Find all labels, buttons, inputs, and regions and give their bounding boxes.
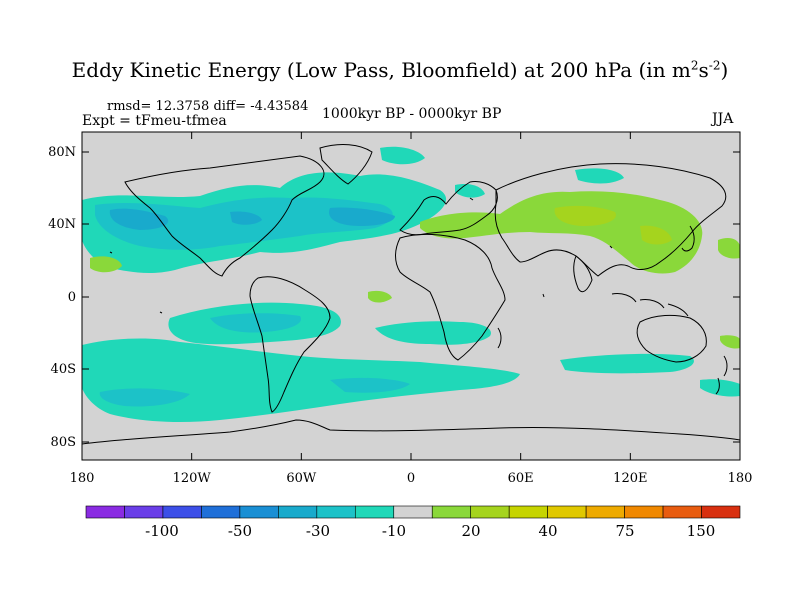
coast-antarctica [82, 419, 740, 445]
field-south-small-green [720, 335, 740, 349]
coast-asia [494, 163, 727, 277]
colorbar-label: 20 [461, 522, 480, 540]
coast-japan [681, 225, 695, 252]
field-south-pacific-inner [210, 313, 301, 333]
colorbar-swatch [201, 505, 241, 519]
colorbar-label: 40 [538, 522, 557, 540]
anomaly-fields [82, 144, 740, 445]
colorbar-swatch [162, 505, 202, 519]
coast-islands [109, 197, 613, 314]
colorbar-swatch [470, 505, 510, 519]
colorbar-swatch [85, 505, 125, 519]
x-axis-label: 0 [407, 471, 415, 486]
x-axis-label: 180 [70, 471, 95, 486]
colorbar-label: -50 [228, 522, 252, 540]
colorbar-swatch [124, 505, 164, 519]
coast-australia [636, 314, 707, 363]
colorbar-label: -100 [145, 522, 179, 540]
y-axis-label: 0 [68, 290, 76, 305]
colorbar-swatch [508, 505, 548, 519]
colorbar-swatch [239, 505, 279, 519]
coast-new-zealand [715, 355, 728, 395]
x-axis-label: 120W [173, 471, 212, 486]
y-axis-label: 80N [48, 145, 76, 160]
field-south-east-pacific [560, 353, 740, 397]
y-axis-label: 40N [48, 217, 76, 232]
colorbar-label: 75 [615, 522, 634, 540]
x-axis-label: 60W [286, 471, 317, 486]
coast-south-america [249, 276, 331, 413]
season-label: JJA [712, 111, 734, 127]
coast-indonesia [611, 293, 689, 317]
x-axis-label: 120E [613, 471, 647, 486]
field-eurasia-green [420, 191, 703, 274]
y-axis-labels: 80N 40N 0 40S 80S [48, 145, 76, 450]
field-south-indian [375, 321, 491, 345]
x-axis-label: 60E [508, 471, 534, 486]
colorbar-label: -10 [382, 522, 406, 540]
stats-label: rmsd= 12.3758 diff= -4.43584 [107, 99, 309, 114]
y-axis-label: 40S [51, 362, 76, 377]
coast-north-america [124, 155, 325, 277]
coastlines [82, 144, 740, 445]
field-eurasia-yellow-green [554, 205, 672, 245]
plot-title: Eddy Kinetic Energy (Low Pass, Bloomfiel… [71, 58, 729, 82]
period-label: 1000kyr BP - 0000kyr BP [322, 106, 502, 122]
coast-africa [395, 233, 506, 361]
coast-greenland [319, 144, 373, 185]
field-north-cyan-patches [380, 146, 624, 198]
y-axis-label: 80S [51, 435, 76, 450]
colorbar [85, 505, 741, 519]
colorbar-swatch [316, 505, 356, 519]
field-north-deeper-blue [109, 207, 395, 230]
x-axis-label: 180 [728, 471, 753, 486]
colorbar-swatch [393, 505, 433, 519]
colorbar-label: 150 [687, 522, 716, 540]
colorbar-swatch [354, 505, 395, 519]
coast-madagascar [497, 327, 502, 349]
axis-ticks [81, 132, 741, 460]
colorbar-swatch [701, 505, 741, 519]
field-south-cyan-band [82, 338, 520, 422]
colorbar-swatch [662, 505, 702, 519]
colorbar-swatch [585, 505, 625, 519]
experiment-label: Expt = tFmeu-tfmea [82, 113, 227, 129]
colorbar-swatch [624, 505, 664, 519]
coast-india [573, 255, 593, 293]
field-south-cyan-inner [99, 377, 411, 407]
x-axis-labels: 180 120W 60W 0 60E 120E 180 [70, 471, 753, 486]
colorbar-label: -30 [306, 522, 330, 540]
colorbar-swatch [278, 505, 318, 519]
colorbar-labels: -100 -50 -30 -10 20 40 75 150 [145, 522, 715, 540]
colorbar-swatch [431, 505, 472, 519]
colorbar-swatch [547, 505, 587, 519]
